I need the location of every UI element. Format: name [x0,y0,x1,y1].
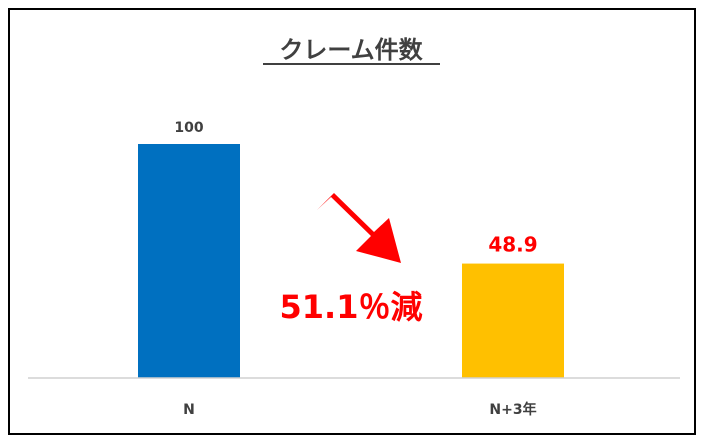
data-label-2: 48.9 [488,233,537,257]
bar-1 [138,144,240,378]
chart-title: クレーム件数 [279,36,423,64]
x-tick-label-2: N+3年 [489,401,536,418]
data-label-group: 100 48.9 [174,120,537,257]
chart-frame [8,8,696,435]
bar-2 [462,263,564,378]
bar-group [138,144,564,378]
reduction-annotation: 51.1％減 [280,288,423,326]
x-tick-label-group: N N+3年 [183,401,536,418]
arrow-down-right-icon [317,193,401,263]
x-tick-label-1: N [183,402,195,418]
data-label-1: 100 [174,120,203,136]
